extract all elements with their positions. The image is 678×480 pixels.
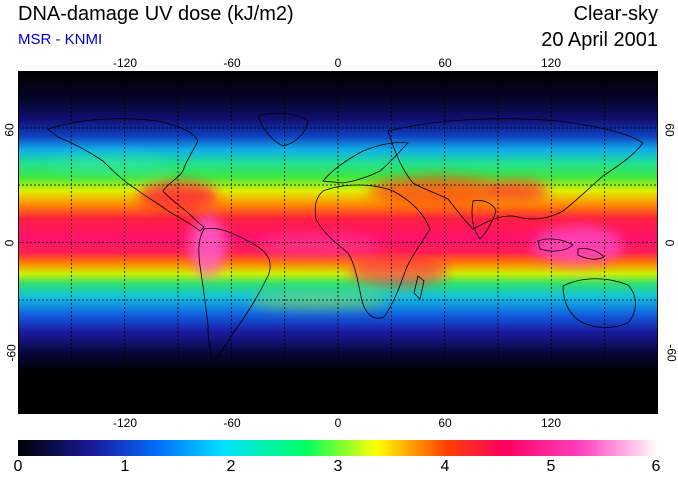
- colorbar-label: 6: [651, 458, 661, 475]
- date-label: 20 April 2001: [541, 29, 658, 51]
- lon-tick-top: 60: [438, 56, 452, 70]
- lon-tick-bottom: -120: [112, 416, 138, 430]
- colorbar: [18, 440, 658, 456]
- uv-dose-map: [18, 71, 658, 414]
- lat-tick-right: 60: [662, 123, 677, 137]
- lat-tick-left: -60: [4, 344, 19, 362]
- colorbar-label: 3: [333, 458, 343, 475]
- lat-tick-left: 60: [2, 123, 17, 137]
- sky-condition-label: Clear-sky: [573, 3, 658, 25]
- colorbar-label: 0: [13, 458, 23, 475]
- lon-tick-bottom: 120: [540, 416, 562, 430]
- lon-tick-top: 120: [540, 56, 562, 70]
- lon-tick-top: -60: [223, 56, 241, 70]
- lat-tick-left: 0: [2, 239, 17, 247]
- colorbar-label: 1: [120, 458, 130, 475]
- chart-subtitle: MSR - KNMI: [18, 31, 103, 48]
- lat-tick-right: -60: [664, 344, 678, 362]
- colorbar-label: 5: [546, 458, 556, 475]
- chart-title: DNA-damage UV dose (kJ/m2): [18, 3, 294, 25]
- lon-tick-bottom: 0: [334, 416, 342, 430]
- lat-tick-right: 0: [662, 239, 677, 247]
- lon-tick-top: -120: [112, 56, 138, 70]
- lon-tick-top: 0: [334, 56, 342, 70]
- lon-tick-bottom: 60: [438, 416, 452, 430]
- lon-tick-bottom: -60: [223, 416, 241, 430]
- colorbar-label: 4: [440, 458, 450, 475]
- colorbar-label: 2: [226, 458, 236, 475]
